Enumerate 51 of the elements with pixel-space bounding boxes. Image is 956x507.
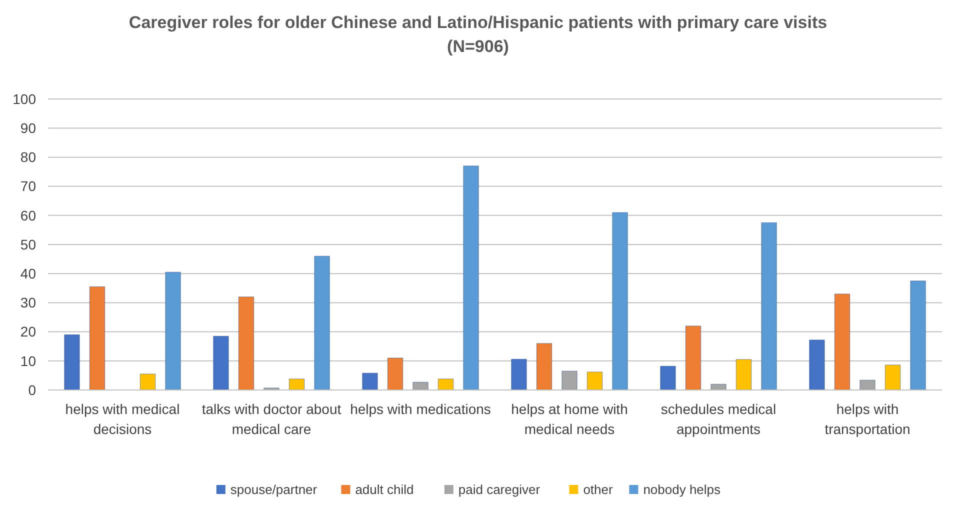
- x-tick-label: helps at home with medical needs: [511, 401, 628, 437]
- bar: [910, 280, 926, 390]
- bar: [761, 222, 777, 390]
- x-tick-label: helps with medications: [350, 401, 491, 417]
- y-tick-label: 100: [12, 90, 36, 107]
- y-tick-label: 30: [20, 294, 36, 311]
- y-tick-label: 90: [20, 120, 36, 136]
- bar: [860, 380, 876, 390]
- bar: [586, 372, 603, 390]
- chart-title: Caregiver roles for older Chinese and Latino/Hispanic patients with primary care visits: [128, 13, 828, 32]
- bar: [314, 256, 330, 390]
- legend-label: nobody helps: [643, 482, 722, 497]
- bar: [536, 343, 552, 390]
- bar: [660, 366, 676, 390]
- chart-subtitle: (N=906): [447, 37, 509, 56]
- bar: [463, 166, 479, 390]
- y-tick-label: 40: [20, 266, 36, 282]
- y-tick-label: 0: [28, 382, 36, 398]
- bar: [288, 378, 305, 390]
- bar: [362, 372, 378, 390]
- legend-label: paid caregiver: [458, 482, 541, 497]
- bar: [511, 358, 527, 390]
- bar: [412, 382, 428, 390]
- bar: [884, 364, 901, 390]
- legend-label: spouse/partner: [230, 482, 318, 497]
- x-tick-label: talks with doctor about medical care: [202, 401, 342, 437]
- bar: [238, 296, 254, 390]
- bar: [612, 212, 628, 390]
- y-tick-label: 80: [20, 149, 36, 166]
- bar: [89, 286, 106, 390]
- x-tick-label: schedules medical appointments: [660, 401, 776, 437]
- bar: [387, 358, 404, 390]
- bar: [736, 359, 752, 390]
- y-tick-label: 10: [20, 352, 36, 369]
- bar: [140, 374, 156, 390]
- bar: [834, 294, 850, 390]
- legend-label: adult child: [355, 482, 414, 497]
- bar: [562, 370, 578, 390]
- y-tick-label: 20: [20, 324, 36, 340]
- bar: [809, 340, 825, 390]
- y-tick-label: 60: [20, 207, 36, 224]
- y-tick-label: 50: [20, 236, 36, 252]
- y-tick-label: 70: [20, 178, 36, 194]
- bar: [685, 326, 702, 390]
- bar: [213, 336, 229, 390]
- bar: [438, 378, 454, 390]
- bar: [64, 334, 80, 390]
- x-tick-label: helps with medical decisions: [65, 401, 180, 437]
- legend-label: other: [583, 482, 614, 497]
- x-tick-label: helps with transportation: [824, 401, 910, 437]
- bar: [165, 272, 181, 390]
